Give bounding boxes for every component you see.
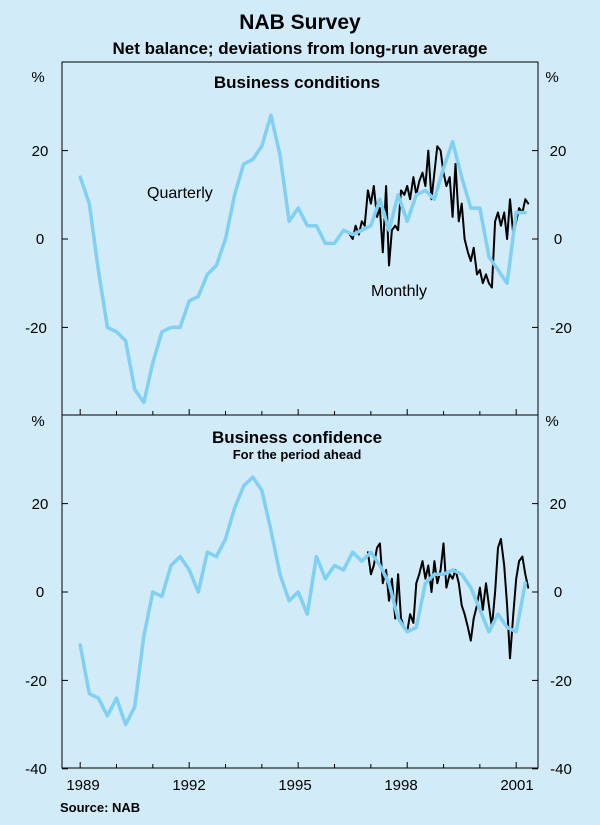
panel-2-unit-left: %	[31, 413, 44, 430]
xtick-2001: 2001	[500, 777, 533, 794]
p1-ytick-right-neg20: -20	[550, 320, 572, 337]
p2-ytick-right-neg20: -20	[550, 673, 572, 690]
p2-ytick-left-0: 0	[36, 584, 44, 601]
panel-2-subtitle: For the period ahead	[233, 447, 362, 462]
panel-1-title: Business conditions	[214, 73, 380, 92]
panel-1-unit-left: %	[31, 69, 44, 86]
p1-ytick-right-0: 0	[554, 231, 562, 248]
monthly-series-label: Monthly	[371, 283, 427, 300]
panel-1-quarterly-line	[78, 113, 528, 405]
panel-1-unit-right: %	[545, 69, 558, 86]
p2-ytick-left-neg40: -40	[25, 761, 47, 778]
xtick-1989: 1989	[66, 777, 99, 794]
p2-ytick-left-20: 20	[32, 496, 49, 513]
p1-ytick-right-20: 20	[550, 143, 567, 160]
source-note: Source: NAB	[60, 800, 140, 815]
p2-ytick-right-20: 20	[550, 496, 567, 513]
panel-2-title: Business confidence	[212, 428, 382, 447]
p1-ytick-left-neg20: -20	[25, 320, 47, 337]
xtick-1992: 1992	[172, 777, 205, 794]
p1-ytick-left-0: 0	[36, 231, 44, 248]
plot-layer	[62, 113, 538, 770]
xtick-1998: 1998	[384, 777, 417, 794]
panel-1-monthly-line	[348, 145, 530, 289]
p2-ytick-left-neg20: -20	[25, 673, 47, 690]
p1-ytick-left-20: 20	[32, 143, 49, 160]
panel-2-quarterly-line	[78, 475, 528, 727]
panel-2-unit-right: %	[545, 413, 558, 430]
p2-ytick-right-neg40: -40	[550, 761, 572, 778]
xtick-1995: 1995	[278, 777, 311, 794]
chart-title: NAB Survey	[239, 11, 361, 34]
p2-ytick-right-0: 0	[554, 584, 562, 601]
quarterly-series-label: Quarterly	[147, 185, 213, 202]
chart-subtitle: Net balance; deviations from long-run av…	[112, 39, 487, 58]
